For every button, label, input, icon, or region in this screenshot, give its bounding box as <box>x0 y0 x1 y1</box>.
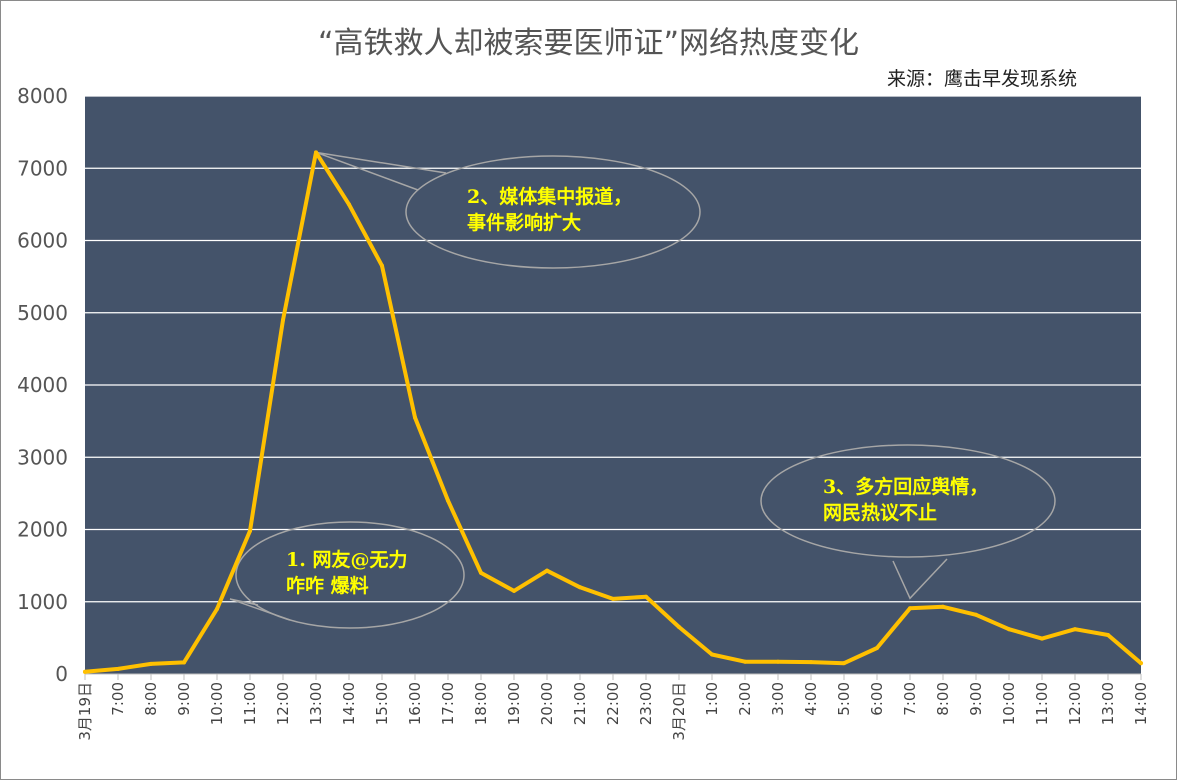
y-tick-label: 4000 <box>17 373 68 397</box>
x-tick-label: 9:00 <box>175 682 193 716</box>
x-tick-label: 6:00 <box>868 682 886 716</box>
data-point <box>842 661 846 666</box>
gridlines <box>85 95 1141 603</box>
x-tick-label: 3:00 <box>769 682 787 716</box>
y-tick-label: 2000 <box>17 518 68 542</box>
y-axis: 0 1000 2000 3000 4000 5000 6000 7000 8000 <box>17 84 68 686</box>
data-point <box>941 604 945 609</box>
y-tick-label: 5000 <box>17 301 68 325</box>
data-point <box>215 606 219 611</box>
data-point <box>1007 627 1011 632</box>
data-point <box>479 570 483 575</box>
x-tick-label: 7:00 <box>901 682 919 716</box>
annotation-text: 3、多方回应舆情， <box>823 475 988 498</box>
annotation-text: 咋咋 爆料 <box>286 574 369 597</box>
series <box>83 150 1143 674</box>
x-tick-label: 10:00 <box>208 682 226 725</box>
callout-bubble <box>405 155 701 269</box>
x-tick-label: 14:00 <box>1132 682 1150 725</box>
data-point <box>677 625 681 630</box>
x-tick-label: 18:00 <box>472 682 490 725</box>
data-point <box>512 588 516 593</box>
annotation-text: 2、媒体集中报道， <box>467 185 632 208</box>
data-point <box>611 596 615 601</box>
data-point <box>1106 632 1110 637</box>
x-tick-label: 8:00 <box>934 682 952 716</box>
x-tick-label: 2:00 <box>736 682 754 716</box>
data-point <box>1040 636 1044 641</box>
x-axis: 3月19日 7:00 8:00 9:00 10:00 11:00 12:00 13:00 14:… <box>76 673 1150 741</box>
x-tick-label: 20:00 <box>538 682 556 725</box>
x-tick-label: 1:00 <box>703 682 721 716</box>
callout-bubble <box>235 521 465 629</box>
data-point <box>149 661 153 666</box>
data-point <box>446 498 450 503</box>
data-point <box>710 652 714 657</box>
data-point <box>875 645 879 650</box>
data-point <box>1139 661 1143 666</box>
data-point <box>413 415 417 420</box>
x-tick-label: 9:00 <box>967 682 985 716</box>
x-tick-label: 23:00 <box>637 682 655 725</box>
x-tick-label: 3月19日 <box>76 682 94 741</box>
x-tick-label: 22:00 <box>604 682 622 725</box>
data-point <box>644 594 648 599</box>
y-tick-label: 3000 <box>17 445 68 469</box>
data-point <box>974 612 978 617</box>
chart-source: 来源：鹰击早发现系统 <box>886 68 1077 90</box>
x-tick-label: 16:00 <box>406 682 424 725</box>
x-tick-label: 15:00 <box>373 682 391 725</box>
x-tick-label: 7:00 <box>109 682 127 716</box>
y-tick-label: 1000 <box>17 590 68 614</box>
callout-pointer <box>229 598 291 621</box>
x-tick-label: 4:00 <box>802 682 820 716</box>
x-tick-label: 12:00 <box>1066 682 1084 725</box>
data-point <box>1073 627 1077 632</box>
y-tick-label: 7000 <box>17 156 68 180</box>
y-tick-label: 8000 <box>17 84 68 108</box>
data-point <box>281 317 285 322</box>
x-tick-label: 11:00 <box>241 682 259 725</box>
x-tick-label: 21:00 <box>571 682 589 725</box>
callout-pointer <box>892 558 948 600</box>
x-tick-label: 19:00 <box>505 682 523 725</box>
data-point <box>182 660 186 665</box>
x-tick-label: 5:00 <box>835 682 853 716</box>
data-point <box>380 263 384 268</box>
data-point <box>545 568 549 573</box>
callout-bubble <box>760 444 1056 558</box>
data-point <box>809 660 813 665</box>
data-point <box>578 585 582 590</box>
y-tick-label: 0 <box>55 662 68 686</box>
x-tick-label: 11:00 <box>1033 682 1051 725</box>
data-point <box>776 659 780 664</box>
annotation-text: 事件影响扩大 <box>467 211 581 234</box>
annotation-text: 网民热议不止 <box>823 501 937 524</box>
data-point <box>248 528 252 533</box>
x-tick-label: 12:00 <box>274 682 292 725</box>
y-tick-label: 6000 <box>17 229 68 253</box>
data-point <box>347 202 351 207</box>
x-tick-label: 14:00 <box>340 682 358 725</box>
x-tick-label: 10:00 <box>1000 682 1018 725</box>
chart-title: “高铁救人却被索要医师证”网络热度变化 <box>317 26 860 61</box>
x-tick-label: 3月20日 <box>670 682 688 741</box>
data-point <box>83 669 87 674</box>
x-tick-label: 13:00 <box>307 682 325 725</box>
x-tick-label: 17:00 <box>439 682 457 725</box>
data-point <box>743 659 747 664</box>
data-point <box>314 150 318 155</box>
data-point <box>908 606 912 611</box>
annotation-text: 1. 网友@无力 <box>286 548 407 571</box>
x-tick-label: 8:00 <box>142 682 160 716</box>
data-point <box>116 666 120 671</box>
x-tick-label: 13:00 <box>1099 682 1117 725</box>
